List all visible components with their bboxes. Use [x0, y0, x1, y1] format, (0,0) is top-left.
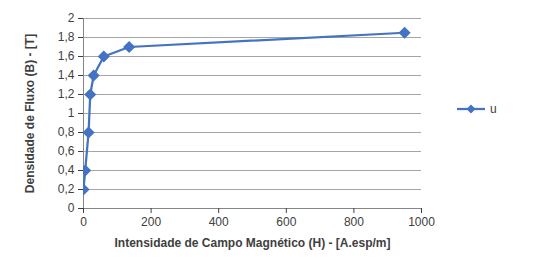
- svg-text:0: 0: [80, 215, 87, 229]
- svg-text:400: 400: [209, 215, 229, 229]
- svg-text:1000: 1000: [408, 215, 435, 229]
- svg-text:800: 800: [344, 215, 364, 229]
- svg-text:1: 1: [68, 106, 75, 120]
- svg-text:1,6: 1,6: [58, 49, 75, 63]
- svg-text:2: 2: [68, 11, 75, 25]
- svg-text:0,8: 0,8: [58, 125, 75, 139]
- svg-text:0,6: 0,6: [58, 144, 75, 158]
- svg-text:1,4: 1,4: [58, 68, 75, 82]
- svg-text:200: 200: [141, 215, 161, 229]
- html-text:u: u: [490, 102, 497, 116]
- svg-text:1,2: 1,2: [58, 87, 75, 101]
- svg-text:600: 600: [276, 215, 296, 229]
- svg-text:1,8: 1,8: [58, 30, 75, 44]
- svg-text:Intensidade de Campo Magnético: Intensidade de Campo Magnético (H) - [A.…: [114, 236, 390, 250]
- svg-text:0: 0: [68, 201, 75, 215]
- svg-text:0,4: 0,4: [58, 163, 75, 177]
- svg-text:Densidade de Fluxo (B) - [T]: Densidade de Fluxo (B) - [T]: [23, 34, 37, 193]
- svg-text:0,2: 0,2: [58, 182, 75, 196]
